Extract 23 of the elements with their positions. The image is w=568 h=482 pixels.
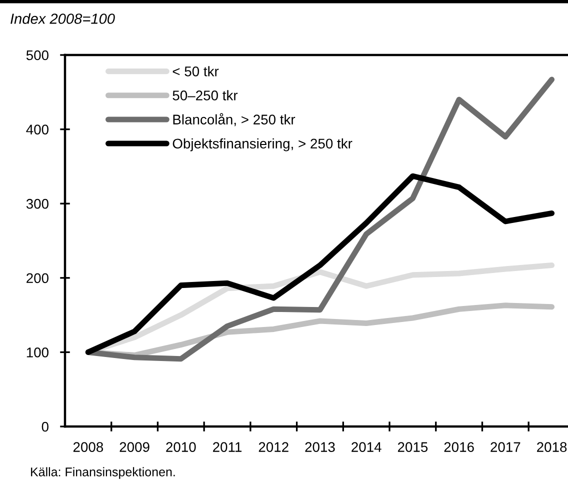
- y-tick-label: 500: [26, 50, 48, 60]
- x-tick-label: 2018: [537, 442, 567, 452]
- x-tick-label: 2016: [444, 442, 474, 452]
- legend-label: Blancolån, > 250 tkr: [173, 113, 296, 126]
- x-tick-label: 2011: [213, 442, 242, 452]
- x-tick-label: 2008: [73, 442, 104, 452]
- text: Källa: Finansinspektionen.: [31, 467, 175, 479]
- x-tick-label: 2015: [398, 442, 428, 452]
- x-tick-label: 2014: [352, 442, 382, 452]
- x-tick-label: 2017: [490, 442, 520, 452]
- y-tick-label: 0: [42, 422, 48, 432]
- x-tick-label: 2010: [166, 442, 196, 452]
- legend-label: < 50 tkr: [172, 66, 219, 76]
- y-tick-label: 200: [26, 273, 48, 284]
- legend-label: 50–250 tkr: [172, 90, 238, 100]
- x-tick-label: 2013: [305, 442, 335, 452]
- y-tick-label: 100: [26, 348, 48, 358]
- x-tick-label: 2012: [258, 442, 288, 452]
- y-tick-label: 400: [26, 124, 48, 134]
- y-tick-label: 300: [26, 198, 48, 209]
- legend-label: Objektsfinansiering, > 250 tkr: [172, 138, 352, 152]
- y-axis-title: Index 2008=100: [10, 13, 115, 24]
- x-tick-label: 2009: [120, 442, 150, 452]
